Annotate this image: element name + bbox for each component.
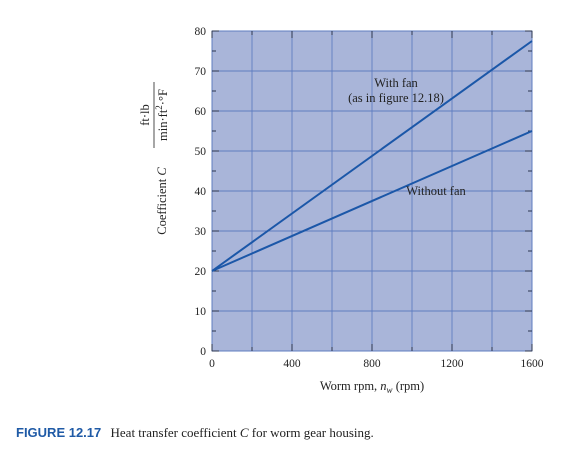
y-tick-label: 30 [195,226,207,238]
y-axis-label: Coefficient C ft·lb min·ft2·°F [138,82,170,235]
y-axis-title: Coefficient C [155,167,169,235]
annotation-label: Without fan [406,184,466,198]
y-tick-label: 50 [195,146,207,158]
y-tick-label: 60 [195,106,207,118]
y-tick-label: 40 [195,186,207,198]
x-axis-title: Worm rpm, nw (rpm) [320,379,424,395]
x-tick-label: 1600 [521,358,544,370]
series-line-with-fan [211,40,533,272]
y-axis-unit-denominator: min·ft2·°F [154,89,170,141]
series-line-without-fan [211,130,533,272]
figure-caption-text: Heat transfer coefficient C for worm gea… [110,425,374,440]
x-tick-label: 1200 [441,358,464,370]
y-axis-unit-numerator: ft·lb [138,104,152,126]
grid [212,31,532,351]
y-tick-label: 10 [195,306,207,318]
y-tick-label: 70 [195,66,207,78]
series-lines [211,40,533,272]
x-tick-label: 800 [363,358,381,370]
y-tick-label: 20 [195,266,207,278]
x-tick-label: 0 [209,358,215,370]
y-tick-label: 0 [200,346,206,358]
annotations: With fan (as in figure 12.18) Without fan [348,76,466,198]
annotation-label: With fan (as in figure 12.18) [348,76,444,105]
x-tick-label: 400 [283,358,301,370]
axis-ticks [211,30,533,352]
y-tick-label: 80 [195,26,207,38]
figure-label: FIGURE 12.17 [16,425,102,440]
tick-labels: 0 400 800 1200 1600 0 10 20 30 40 50 60 70 80 [195,26,544,370]
figure-caption: FIGURE 12.17 Heat transfer coefficient C… [16,425,374,441]
